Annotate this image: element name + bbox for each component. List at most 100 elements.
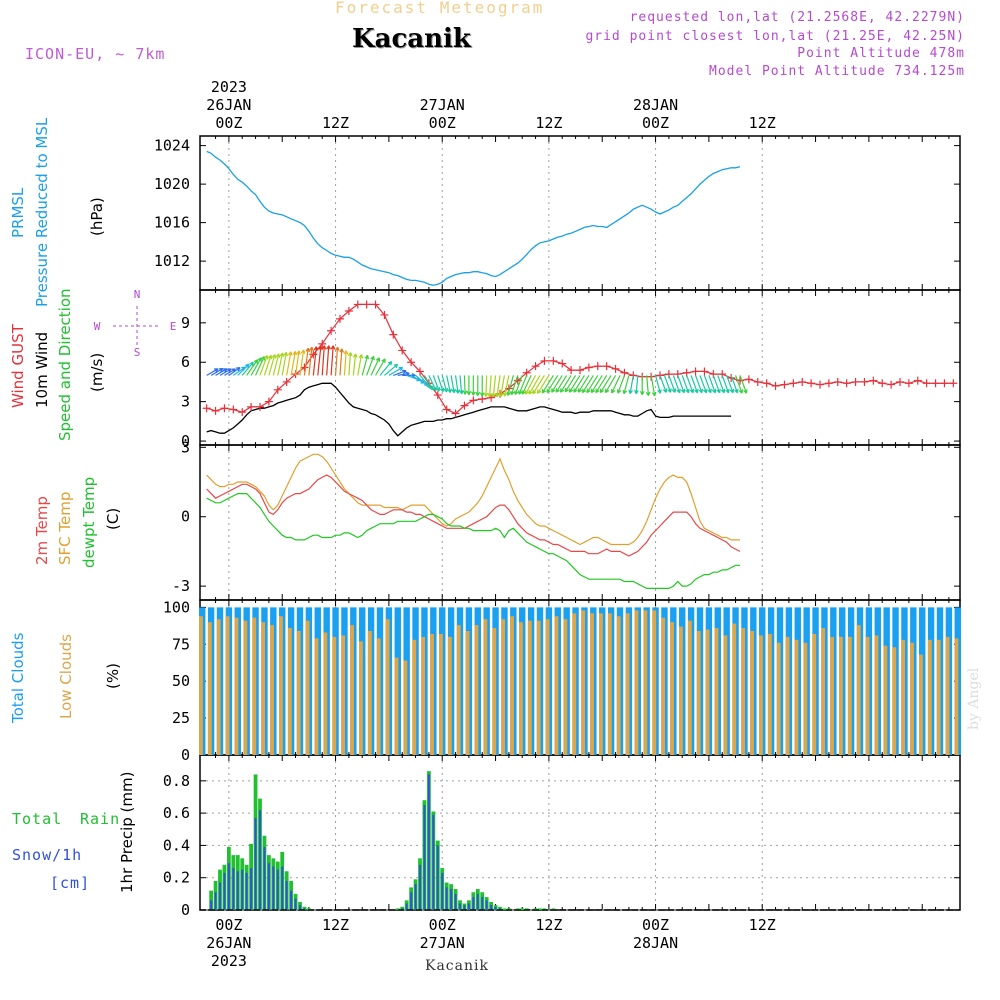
wind-direction-arrow bbox=[686, 375, 695, 394]
wind-direction-arrow bbox=[450, 375, 456, 394]
wind-direction-arrow bbox=[506, 375, 514, 396]
snow-bar bbox=[436, 845, 439, 910]
y-tick-label: 75 bbox=[172, 635, 190, 653]
y-tick-label: -3 bbox=[172, 577, 190, 595]
wind-gust-marker bbox=[913, 376, 922, 385]
wind-direction-arrow bbox=[272, 353, 281, 376]
wind-gust-marker bbox=[282, 377, 291, 386]
snow-bar bbox=[467, 903, 470, 910]
low-cloud-bar bbox=[767, 633, 772, 755]
panel-frame bbox=[199, 135, 961, 291]
low-cloud-bar bbox=[234, 617, 239, 755]
x-tick-label-bottom: 12Z bbox=[535, 916, 562, 934]
wind-direction-arrow bbox=[495, 375, 501, 398]
y-tick-label: 0 bbox=[181, 432, 190, 450]
wind-direction-arrow bbox=[681, 375, 690, 394]
low-cloud-bar bbox=[732, 623, 737, 755]
wind-direction-arrow bbox=[537, 375, 550, 394]
snow-bar bbox=[236, 871, 239, 910]
low-cloud-bar bbox=[652, 610, 657, 755]
snow-bar bbox=[219, 882, 221, 910]
wind-gust-marker bbox=[540, 356, 549, 365]
low-cloud-bar bbox=[643, 610, 648, 755]
low-cloud-bar bbox=[412, 639, 417, 755]
requested-location: requested lon,lat (21.2568E, 42.2279N) bbox=[629, 10, 965, 25]
wind-direction-arrow bbox=[210, 367, 224, 376]
wind-gust-marker bbox=[567, 366, 576, 375]
low-cloud-bar bbox=[616, 616, 621, 755]
wind-direction-arrow bbox=[739, 375, 748, 394]
low-cloud-bar bbox=[243, 620, 248, 755]
wind-direction-arrow bbox=[690, 375, 699, 394]
x-tick-label-bottom: 00Z bbox=[429, 916, 456, 934]
wind-direction-arrow bbox=[703, 375, 712, 394]
snow-bar bbox=[432, 814, 435, 910]
wind-direction-arrow bbox=[590, 375, 603, 394]
wind-direction-arrow bbox=[470, 375, 476, 396]
wind-gust-marker bbox=[691, 367, 700, 376]
snow-bar bbox=[245, 872, 248, 910]
wind-gust-marker bbox=[371, 300, 380, 309]
wind-gust-marker bbox=[780, 380, 789, 389]
low-cloud-bar bbox=[403, 660, 408, 755]
low-cloud-bar bbox=[554, 616, 559, 755]
snow-bar bbox=[419, 864, 421, 910]
snow-bar bbox=[263, 847, 266, 910]
wind-gust-marker bbox=[353, 300, 362, 309]
snow-bar bbox=[490, 905, 493, 910]
snow-bar bbox=[285, 880, 288, 910]
wind-gust-marker bbox=[460, 401, 469, 410]
snow-bar bbox=[290, 890, 293, 910]
low-cloud-bar bbox=[323, 632, 328, 755]
wind-gust-marker bbox=[344, 307, 353, 316]
wind-gust-marker bbox=[816, 380, 824, 389]
low-cloud-bar bbox=[945, 636, 950, 755]
wind-direction-arrow bbox=[712, 375, 721, 394]
y-tick-label: 1016 bbox=[154, 214, 190, 232]
wind-direction-arrow bbox=[228, 366, 241, 376]
low-cloud-bar bbox=[847, 636, 852, 755]
wind-direction-arrow bbox=[454, 375, 460, 394]
rain-bar bbox=[507, 908, 511, 910]
snow-bar bbox=[214, 892, 217, 910]
pressure-msl-label: Pressure Reduced to MSL bbox=[33, 117, 51, 307]
wind-direction-arrow bbox=[206, 368, 219, 376]
wind-direction-arrow bbox=[432, 375, 441, 392]
y-tick-label: 25 bbox=[172, 709, 190, 727]
wind-direction-arrow bbox=[551, 375, 563, 393]
snow-bar bbox=[476, 893, 479, 910]
wind-direction-arrow bbox=[384, 363, 399, 376]
x-tick-label-top: 27JAN bbox=[420, 96, 465, 114]
low-cloud-bar bbox=[839, 636, 843, 755]
wind-direction-arrow bbox=[375, 358, 386, 376]
rain-bar bbox=[542, 908, 547, 910]
rain-bar bbox=[524, 908, 529, 910]
wind-gust-marker bbox=[824, 379, 833, 388]
snow-bar bbox=[401, 908, 404, 910]
low-cloud-bar bbox=[341, 635, 346, 755]
rain-bar bbox=[302, 906, 307, 910]
snow-bar bbox=[459, 903, 461, 910]
wind-direction-arrow bbox=[334, 346, 340, 376]
low-cloud-bar bbox=[679, 626, 683, 755]
low-cloud-bar bbox=[830, 636, 834, 755]
low-cloud-bar bbox=[750, 631, 754, 755]
x-tick-label-bottom: 00Z bbox=[215, 916, 242, 934]
low-cloud-bar bbox=[705, 629, 710, 755]
low-cloud-bar bbox=[776, 642, 781, 755]
wind-direction-arrow bbox=[317, 345, 323, 376]
wind-direction-arrow bbox=[581, 375, 594, 394]
low-cloud-bar bbox=[385, 619, 390, 755]
low-cloud-bar bbox=[536, 620, 541, 755]
wind-gust-marker bbox=[380, 310, 389, 319]
wind-direction-arrow bbox=[437, 375, 445, 393]
snow-bar bbox=[499, 908, 501, 910]
wind-direction-arrow bbox=[573, 375, 585, 393]
y-tick-label: 0.2 bbox=[163, 869, 190, 887]
low-cloud-bar bbox=[954, 638, 959, 755]
wind-direction-arrow bbox=[458, 375, 464, 395]
wind-gust-marker bbox=[771, 381, 780, 390]
low-cloud-bar bbox=[483, 619, 488, 755]
wind-direction-arrow bbox=[370, 357, 381, 376]
